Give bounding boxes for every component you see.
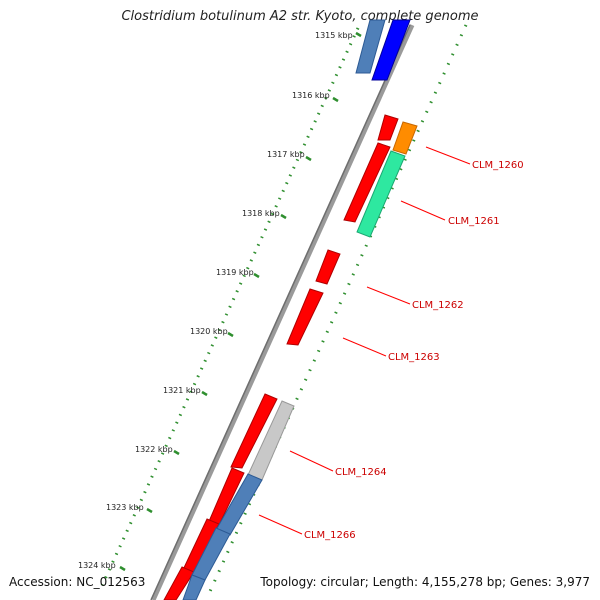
outer-dotted-ring xyxy=(98,27,360,591)
gene-label: CLM_1263 xyxy=(388,352,440,363)
topology-text: Topology: circular; Length: 4,155,278 bp… xyxy=(260,575,590,589)
tick-marks xyxy=(119,31,362,572)
tick-label: 1324 kbp xyxy=(78,561,116,570)
tick-label: 1322 kbp xyxy=(135,445,173,454)
tick-label: 1323 kbp xyxy=(106,503,144,512)
gene-label: CLM_1261 xyxy=(448,216,500,227)
figure-title: Clostridium botulinum A2 str. Kyoto, com… xyxy=(121,9,479,24)
genome-backbone xyxy=(150,23,415,600)
inner-dotted-ring xyxy=(205,24,468,599)
tick-label: 1319 kbp xyxy=(216,268,254,277)
tick-label: 1321 kbp xyxy=(163,386,201,395)
tick-label: 1320 kbp xyxy=(190,327,228,336)
tick-label: 1318 kbp xyxy=(242,209,280,218)
inner-cds xyxy=(182,121,418,600)
tick-label: 1316 kbp xyxy=(292,91,330,100)
label-leaders xyxy=(258,146,471,535)
gene-label: CLM_1266 xyxy=(304,530,356,541)
gene-label: CLM_1264 xyxy=(335,467,387,478)
gene-label: CLM_1262 xyxy=(412,300,464,311)
top-cds-blocks xyxy=(355,19,411,81)
tick-label: 1315 kbp xyxy=(315,31,353,40)
accession-text: Accession: NC_012563 xyxy=(9,575,146,589)
forward-genes xyxy=(163,114,399,600)
tick-label: 1317 kbp xyxy=(267,150,305,159)
gene-label: CLM_1260 xyxy=(472,160,524,171)
